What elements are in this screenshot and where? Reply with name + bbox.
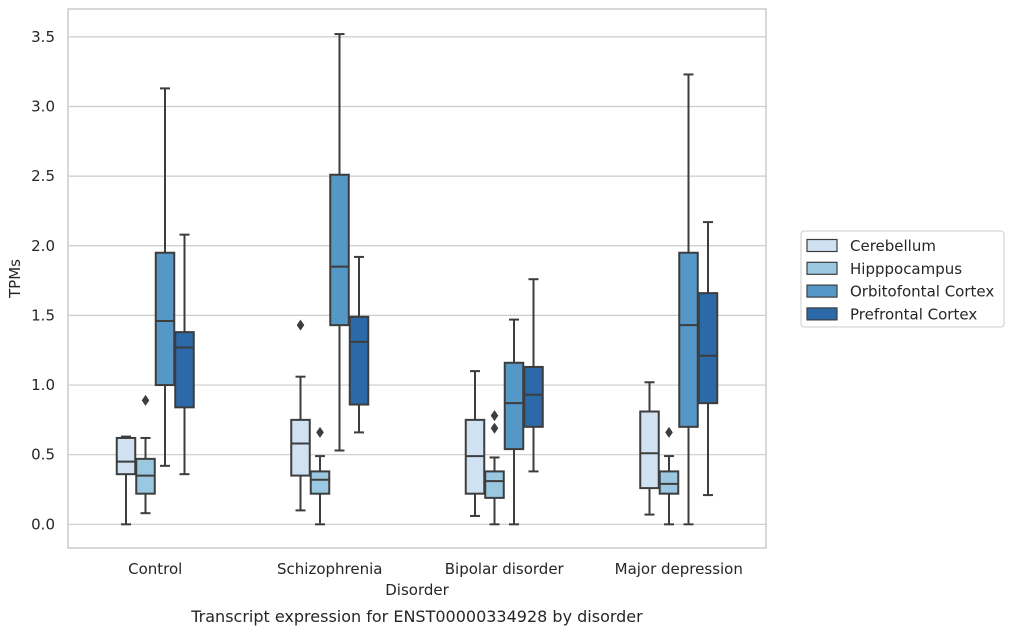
x-tick-label: Schizophrenia xyxy=(277,560,382,578)
x-tick-label: Bipolar disorder xyxy=(445,560,565,578)
box-iqr xyxy=(503,361,525,451)
box-iqr xyxy=(329,173,350,327)
x-tick-label: Major depression xyxy=(615,560,743,578)
box-iqr xyxy=(639,410,660,490)
box-orbitofontal-cortex xyxy=(154,87,176,467)
box-cerebellum xyxy=(464,370,486,517)
box-prefrontal-cortex xyxy=(174,233,195,476)
box-iqr xyxy=(348,315,370,406)
outlier-point xyxy=(490,410,499,422)
chart-caption: Transcript expression for ENST0000033492… xyxy=(190,607,643,626)
legend-swatch xyxy=(806,284,838,298)
outlier-point xyxy=(296,319,305,331)
y-axis-ticks: 0.0 0.5 1.0 1.5 2.0 2.5 3.0 3.5 xyxy=(31,28,55,533)
box-prefrontal-cortex xyxy=(348,255,370,434)
x-axis-label: Disorder xyxy=(385,581,449,599)
box-iqr xyxy=(523,365,544,428)
box-iqr xyxy=(658,470,680,495)
box-hipppocampus xyxy=(658,426,680,526)
box-iqr xyxy=(115,436,137,476)
outlier-point xyxy=(665,426,673,438)
box-iqr xyxy=(678,251,699,428)
y-tick-label: 3.0 xyxy=(31,97,55,115)
box-orbitofontal-cortex xyxy=(503,318,525,526)
y-tick-label: 2.5 xyxy=(31,167,55,185)
legend-label: Cerebellum xyxy=(850,237,936,255)
box-series xyxy=(115,33,719,526)
y-tick-label: 2.0 xyxy=(31,237,55,255)
legend-label: Prefrontal Cortex xyxy=(850,305,977,323)
box-hipppocampus xyxy=(309,426,331,526)
box-iqr xyxy=(174,331,195,409)
legend: Cerebellum Hipppocampus Orbitofontal Corte… xyxy=(800,230,1005,328)
legend-frame xyxy=(800,230,1005,328)
legend-swatch xyxy=(806,238,838,253)
y-tick-label: 1.0 xyxy=(31,376,55,394)
outlier-point xyxy=(316,426,324,438)
box-hipppocampus xyxy=(135,394,156,515)
box-orbitofontal-cortex xyxy=(329,33,350,452)
box-iqr xyxy=(290,418,311,477)
x-axis-ticks: Control Schizophrenia Bipolar disorder Majo… xyxy=(128,560,743,578)
box-hipppocampus xyxy=(484,410,505,526)
box-prefrontal-cortex xyxy=(697,221,719,497)
box-cerebellum xyxy=(639,381,660,516)
outlier-point xyxy=(490,422,499,434)
legend-swatch xyxy=(806,307,838,321)
y-tick-label: 3.5 xyxy=(31,28,55,46)
box-orbitofontal-cortex xyxy=(678,73,699,526)
legend-label: Hipppocampus xyxy=(850,260,962,278)
box-cerebellum xyxy=(290,319,311,512)
box-iqr xyxy=(697,292,719,405)
box-prefrontal-cortex xyxy=(523,278,544,473)
box-iqr xyxy=(484,470,505,499)
plot-frame xyxy=(67,8,767,549)
box-iqr xyxy=(154,251,176,387)
box-iqr xyxy=(309,470,331,495)
box-cerebellum xyxy=(115,435,137,526)
outlier-point xyxy=(141,394,150,406)
y-tick-label: 1.5 xyxy=(31,306,55,324)
y-axis-label: TPMs xyxy=(6,259,24,299)
x-tick-label: Control xyxy=(128,560,182,578)
y-tick-label: 0.5 xyxy=(31,446,55,464)
legend-label: Orbitofontal Cortex xyxy=(850,283,994,301)
legend-swatch xyxy=(806,261,838,275)
y-tick-label: 0.0 xyxy=(31,515,55,533)
